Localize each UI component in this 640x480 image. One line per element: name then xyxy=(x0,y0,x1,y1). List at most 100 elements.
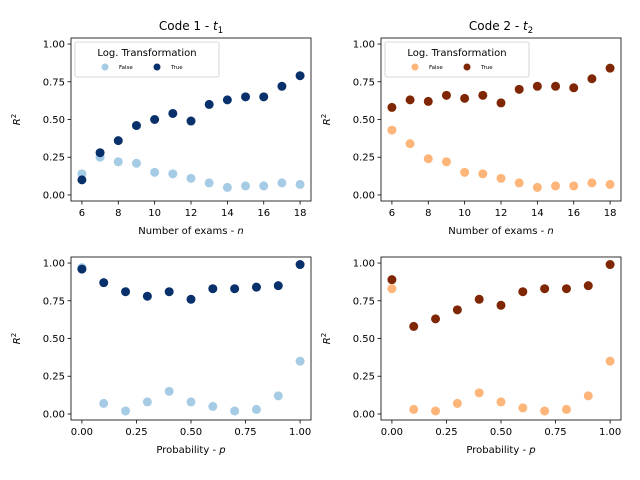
series-false-point xyxy=(295,179,305,189)
x-tick-label: 16 xyxy=(257,208,270,219)
series-true-point xyxy=(241,92,251,102)
series-true-point xyxy=(387,102,397,112)
series-true-point xyxy=(478,90,488,100)
x-tick-label: 1.00 xyxy=(599,427,621,438)
series-true-point xyxy=(208,284,218,294)
y-tick-label: 0.00 xyxy=(353,190,375,201)
legend-box xyxy=(74,41,220,78)
series-true-point xyxy=(514,84,524,94)
series-true-point xyxy=(277,81,287,91)
series-true-point xyxy=(295,71,305,81)
series-false-point xyxy=(295,356,305,366)
y-tick-label: 0.25 xyxy=(353,372,375,383)
series-false-point xyxy=(569,181,579,191)
series-true-point xyxy=(164,287,174,297)
x-axis-label: Number of exams - n xyxy=(448,226,553,237)
series-false-point xyxy=(142,397,152,407)
series-true-point xyxy=(99,278,109,288)
series-false-point xyxy=(186,173,196,183)
series-false-point xyxy=(277,178,287,188)
series-true-point xyxy=(222,95,232,105)
y-tick-label: 0.25 xyxy=(353,153,375,164)
y-tick-label: 0.00 xyxy=(43,409,65,420)
series-false-point xyxy=(409,404,419,414)
series-false-point xyxy=(496,173,506,183)
series-false-point xyxy=(587,178,597,188)
y-tick-label: 1.00 xyxy=(43,40,65,51)
y-tick-label: 0.75 xyxy=(43,296,65,307)
series-true-point xyxy=(409,321,419,331)
legend-entry-false: False xyxy=(119,65,133,71)
x-tick-label: 1.00 xyxy=(289,427,311,438)
series-true-point xyxy=(77,264,87,274)
series-false-point xyxy=(452,398,462,408)
series-true-point xyxy=(387,275,397,285)
series-true-point xyxy=(569,83,579,93)
series-true-point xyxy=(150,115,160,124)
legend-marker-false xyxy=(101,63,109,71)
x-tick-label: 0.50 xyxy=(490,427,512,438)
axes-frame xyxy=(380,256,622,421)
series-false-point xyxy=(441,157,451,167)
x-tick-label: 18 xyxy=(294,208,307,219)
series-true-point xyxy=(605,260,615,270)
x-axis-label: Probability - p xyxy=(466,445,535,456)
series-false-point xyxy=(387,284,397,294)
series-false-point xyxy=(259,181,269,191)
x-tick-label: 18 xyxy=(604,208,617,219)
series-true-point xyxy=(230,284,240,294)
series-true-point xyxy=(474,294,484,304)
series-false-point xyxy=(605,179,615,189)
x-tick-label: 10 xyxy=(458,208,471,219)
x-axis-label: Probability - p xyxy=(156,445,225,456)
legend: Log. Transformation False True xyxy=(74,41,220,78)
series-true-point xyxy=(532,81,542,91)
x-tick-label: 0.25 xyxy=(435,427,457,438)
series-true-point xyxy=(583,281,593,291)
subplot-title: Code 2 - t2 xyxy=(469,19,533,36)
series-true-point xyxy=(186,116,196,126)
axes-frame xyxy=(70,37,312,202)
axes-frame xyxy=(70,256,312,421)
x-tick-label: 8 xyxy=(425,208,431,219)
series-false-point xyxy=(460,167,470,177)
series-true-point xyxy=(186,294,196,304)
x-tick-label: 8 xyxy=(115,208,121,219)
subplot-3: 0.00 0.25 0.50 0.75 1.00 0.00 0.25 0.50 0.75 1.00… xyxy=(10,256,312,456)
series-false-point xyxy=(532,182,542,192)
series-true-point xyxy=(113,136,123,146)
series-true-point xyxy=(561,284,571,294)
x-tick-label: 6 xyxy=(389,208,395,219)
series-true-point xyxy=(131,121,141,131)
series-true-point xyxy=(204,99,214,109)
series-true-point xyxy=(441,90,451,100)
legend-entry-true: True xyxy=(480,65,493,71)
x-tick-label: 6 xyxy=(79,208,85,219)
legend-marker-false xyxy=(411,63,419,71)
series-false-point xyxy=(150,167,160,177)
series-false-point xyxy=(405,139,415,149)
series-true-point xyxy=(121,287,131,297)
series-false-point xyxy=(431,406,441,416)
series-true-point xyxy=(605,63,615,73)
series-true-point xyxy=(251,282,261,292)
y-tick-label: 0.75 xyxy=(353,77,375,88)
x-tick-label: 0.75 xyxy=(234,427,256,438)
subplot-1: Code 1 - t1 6 8 10 12 14 16 18 0.00 0.25 0.50 0.75 1… xyxy=(10,19,312,237)
y-tick-label: 0.75 xyxy=(43,77,65,88)
x-tick-label: 0.00 xyxy=(381,427,403,438)
y-tick-label: 1.00 xyxy=(353,40,375,51)
series-true-point xyxy=(452,305,462,315)
y-tick-label: 1.00 xyxy=(353,259,375,270)
series-true-point xyxy=(295,260,305,270)
x-tick-label: 16 xyxy=(567,208,580,219)
y-tick-label: 1.00 xyxy=(43,259,65,270)
series-false-point xyxy=(496,397,506,407)
series-false-point xyxy=(423,154,433,164)
x-tick-label: 0.25 xyxy=(125,427,147,438)
y-tick-label: 0.25 xyxy=(43,372,65,383)
series-false-point xyxy=(540,406,550,416)
legend-title: Log. Transformation xyxy=(97,48,196,59)
subplot-4: 0.00 0.25 0.50 0.75 1.00 0.00 0.25 0.50 0.75 1.00… xyxy=(320,256,622,456)
series-true-point xyxy=(551,81,561,91)
